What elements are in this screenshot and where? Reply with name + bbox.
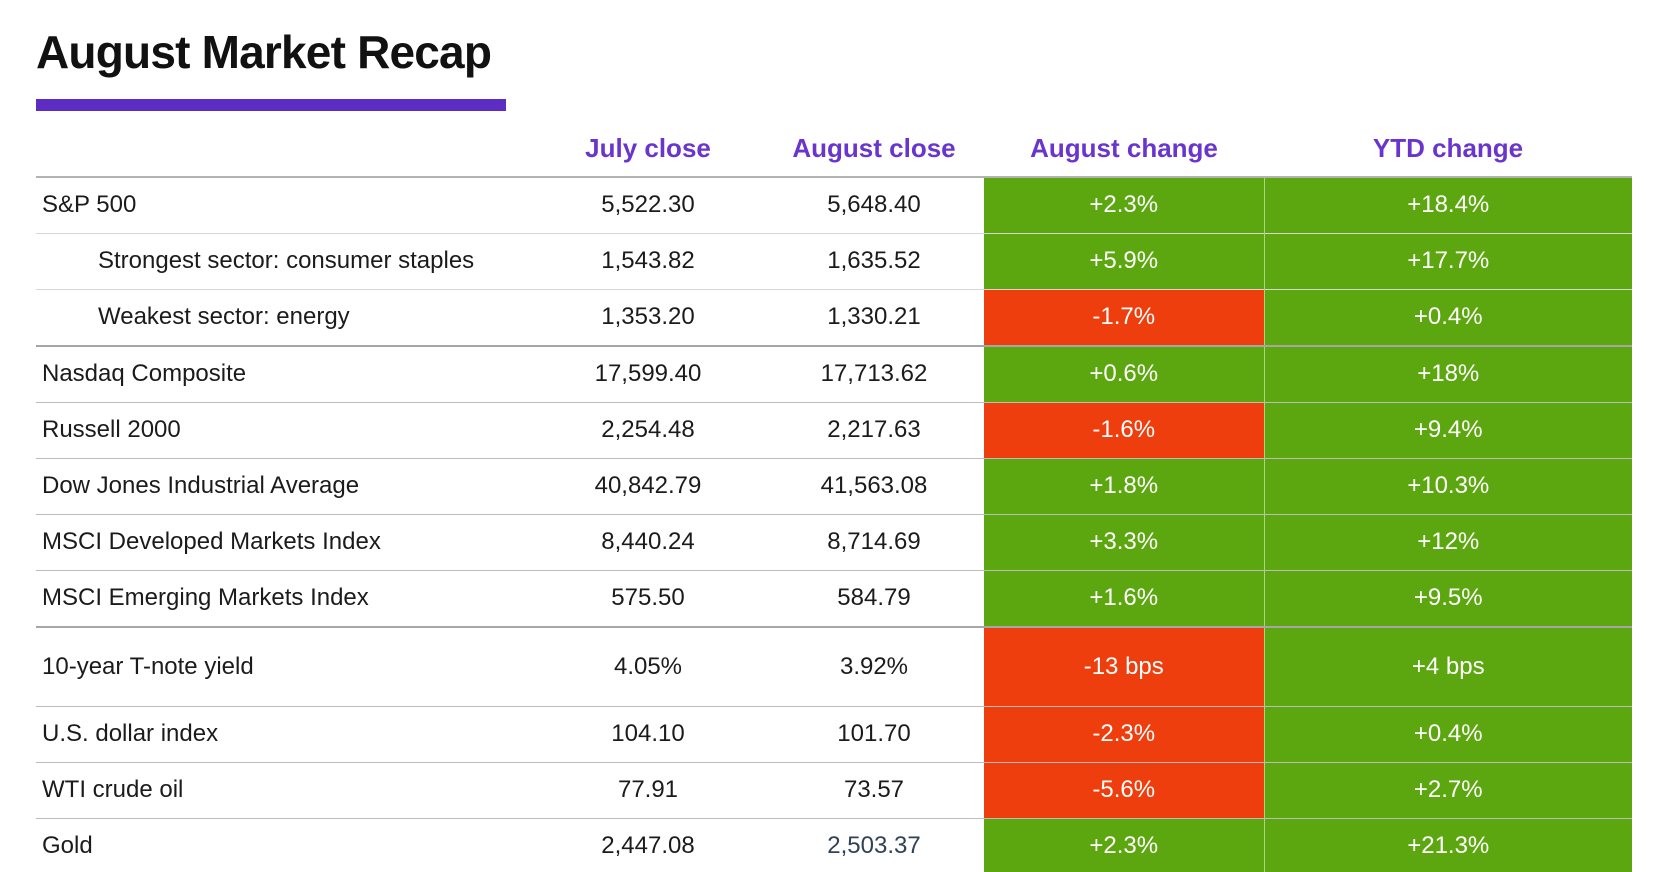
july-close-cell: 1,353.20 [601,303,695,331]
table-row: Dow Jones Industrial Average 40,842.79 41,… [36,458,1632,515]
title-accent-bar [36,98,506,111]
row-label-header [36,126,532,178]
august-close-cell: 1,635.52 [827,247,921,275]
ytd-change-cell: +0.4% [1263,289,1632,346]
august-change-cell: +5.9% [984,233,1264,290]
august-change-cell: -1.6% [984,402,1264,459]
july-close-cell: 8,440.24 [601,528,695,556]
july-close-cell: 2,447.08 [601,832,695,860]
august-change-cell: -1.7% [984,289,1264,346]
row-label: U.S. dollar index [42,720,219,748]
august-close-cell: 8,714.69 [827,528,921,556]
august-change-cell: +2.3% [984,818,1264,872]
july-close-cell: 77.91 [617,776,679,804]
ytd-change-cell: +21.3% [1263,818,1632,872]
july-close-cell: 104.10 [611,720,685,748]
row-label: Russell 2000 [42,416,181,444]
col-header-july-close: July close [532,126,764,178]
col-header-august-close: August close [764,126,984,178]
august-change-cell: +2.3% [984,176,1264,234]
table-row: U.S. dollar index 104.10 101.70 -2.3% +0.4% [36,706,1632,763]
page-title: August Market Recap [36,26,492,78]
july-close-cell: 1,543.82 [601,247,695,275]
august-close-cell: 584.79 [837,584,911,612]
col-header-august-change: August change [984,126,1264,178]
table-row: Russell 2000 2,254.48 2,217.63 -1.6% +9.4% [36,402,1632,459]
table-row: Weakest sector: energy 1,353.20 1,330.21 -1… [36,289,1632,346]
august-close-cell: 17,713.62 [820,360,928,388]
july-close-cell: 17,599.40 [594,360,702,388]
july-close-cell: 575.50 [611,584,685,612]
row-label: Strongest sector: consumer staples [98,247,475,275]
august-close-cell: 3.92% [839,652,909,680]
row-label: S&P 500 [42,191,137,219]
august-close-cell: 41,563.08 [820,472,928,500]
row-label: MSCI Developed Markets Index [42,528,381,556]
august-close-cell: 5,648.40 [827,191,921,219]
july-close-cell: 5,522.30 [601,191,695,219]
august-close-cell: 1,330.21 [827,303,921,331]
august-change-cell: -13 bps [984,626,1264,707]
table-row: Gold 2,447.08 2,503.37 +2.3% +21.3% [36,818,1632,872]
table-row: S&P 500 5,522.30 5,648.40 +2.3% +18.4% [36,176,1632,234]
ytd-change-cell: +4 bps [1263,626,1632,707]
august-change-cell: +3.3% [984,514,1264,571]
july-close-cell: 40,842.79 [594,472,702,500]
ytd-change-cell: +18.4% [1263,176,1632,234]
table-row: MSCI Developed Markets Index 8,440.24 8,71… [36,514,1632,571]
august-close-cell: 2,503.37 [827,832,921,860]
market-recap-table: July close August close August change YT… [36,126,1632,872]
row-label: Weakest sector: energy [98,303,350,331]
august-change-cell: +1.8% [984,458,1264,515]
row-label: Nasdaq Composite [42,360,247,388]
table-header-row: July close August close August change YT… [36,126,1632,178]
col-header-ytd-change: YTD change [1264,126,1632,178]
august-change-cell: +0.6% [984,345,1264,403]
august-close-cell: 101.70 [837,720,911,748]
ytd-change-cell: +9.4% [1263,402,1632,459]
august-change-cell: +1.6% [984,570,1264,627]
august-close-cell: 2,217.63 [827,416,921,444]
row-label: MSCI Emerging Markets Index [42,584,369,612]
ytd-change-cell: +17.7% [1263,233,1632,290]
ytd-change-cell: +2.7% [1263,762,1632,819]
july-close-cell: 2,254.48 [601,416,695,444]
ytd-change-cell: +0.4% [1263,706,1632,763]
table-row: MSCI Emerging Markets Index 575.50 584.79 +… [36,570,1632,627]
row-label: 10-year T-note yield [42,652,254,680]
table-row: 10-year T-note yield 4.05% 3.92% -13 bps +4 … [36,626,1632,707]
ytd-change-cell: +10.3% [1263,458,1632,515]
row-label: Gold [42,832,93,860]
august-close-cell: 73.57 [843,776,905,804]
ytd-change-cell: +18% [1263,345,1632,403]
table-row: Strongest sector: consumer staples 1,543.… [36,233,1632,290]
august-change-cell: -5.6% [984,762,1264,819]
row-label: WTI crude oil [42,776,184,804]
row-label: Dow Jones Industrial Average [42,472,360,500]
table-body: S&P 500 5,522.30 5,648.40 +2.3% +18.4% Strong… [36,176,1632,872]
ytd-change-cell: +9.5% [1263,570,1632,627]
july-close-cell: 4.05% [613,652,683,680]
table-row: Nasdaq Composite 17,599.40 17,713.62 +0.6% +… [36,345,1632,403]
august-change-cell: -2.3% [984,706,1264,763]
table-row: WTI crude oil 77.91 73.57 -5.6% +2.7% [36,762,1632,819]
ytd-change-cell: +12% [1263,514,1632,571]
